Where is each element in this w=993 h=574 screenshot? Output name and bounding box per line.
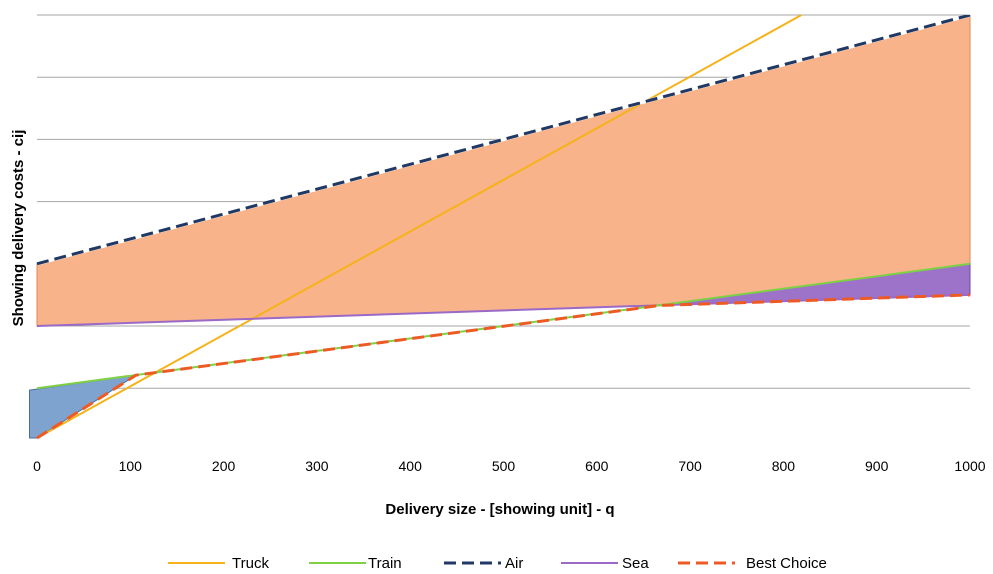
x-tick-label: 500 [492,458,516,474]
legend: Truck Train Air Sea Best Choice [168,555,827,572]
x-tick-label: 600 [585,458,609,474]
series-line-air-underlay [36,15,971,266]
x-tick-label: 700 [678,458,702,474]
legend-label: Air [505,555,523,572]
x-tick-label: 0 [33,458,41,474]
shaded-area [36,15,971,327]
legend-label: Sea [622,555,649,572]
x-tick-label: 1000 [954,458,985,474]
y-axis-label: Showing delivery costs - cij [10,130,27,327]
x-tick-label: 900 [865,458,889,474]
x-tick-label: 100 [119,458,143,474]
series-line-truck [36,15,804,439]
series-lines [36,15,971,440]
x-axis-label: Delivery size - [showing unit] - q [385,501,614,518]
legend-label: Best Choice [746,555,827,572]
x-tick-labels: 0 100 200 300 400 500 600 700 800 900 1000 [33,458,986,474]
x-tick-label: 400 [399,458,423,474]
x-tick-label: 800 [772,458,796,474]
legend-label: Truck [232,555,269,572]
x-tick-label: 200 [212,458,236,474]
x-tick-label: 300 [305,458,329,474]
legend-label: Train [368,555,402,572]
series-line-best-choice [36,293,971,440]
